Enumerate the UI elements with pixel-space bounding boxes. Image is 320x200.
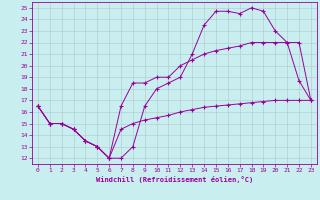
X-axis label: Windchill (Refroidissement éolien,°C): Windchill (Refroidissement éolien,°C)	[96, 176, 253, 183]
